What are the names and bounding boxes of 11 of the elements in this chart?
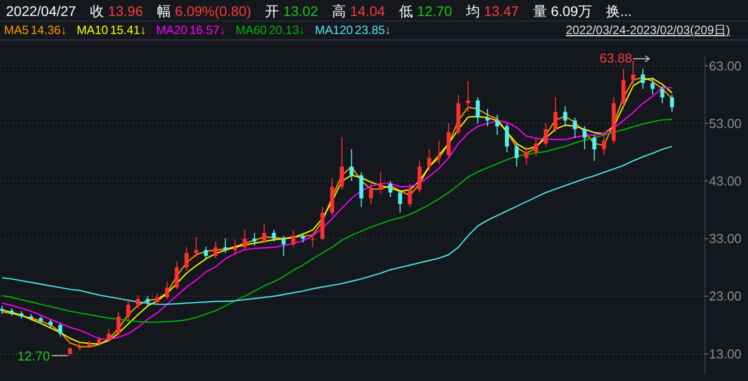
y-tick-label: 13.00 [709,346,742,362]
y-tick-label: 43.00 [709,174,742,189]
annotation: 12.70 [17,348,50,364]
legend: MA5 14.36↓ MA10 15.41↓ MA20 16.57↓ MA60 20.13↓ MA120 23.85↓ [4,23,391,37]
annotation: 63.88 [600,50,632,66]
y-tick-label: 33.00 [709,231,742,246]
y-tick-label: 23.00 [709,288,742,304]
header: 2022/04/27 收 13.96 幅 6.09%(0.80) 开 13.02 高 14.04 低 12.70 均 13.47 量 6.09万 换... [6,3,632,19]
y-tick-label: 63.00 [709,58,742,74]
y-tick-label: 53.00 [709,116,742,131]
text: 2022/03/24-2023/02/03(209日) [566,23,730,37]
